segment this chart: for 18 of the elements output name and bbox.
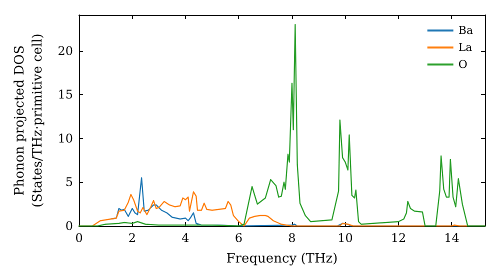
y-axis-title: Phonon projected DOS (States/THz·primitive cell): [12, 33, 46, 208]
x-tick-label: 8: [288, 231, 296, 245]
x-tick-label: 12: [390, 231, 406, 245]
y-tick-label: 10: [58, 131, 73, 146]
x-tick-label: 0: [75, 231, 83, 245]
x-tick-label: 4: [182, 231, 190, 245]
y-tick-label: 15: [58, 88, 73, 102]
y-tick-label: 20: [58, 44, 73, 58]
x-tick-label: 6: [234, 231, 243, 245]
legend-label: Ba: [458, 24, 474, 37]
x-tick-label: 14: [444, 231, 460, 245]
y-tick-label: 0: [65, 219, 73, 233]
x-axis-title: Frequency (THz): [226, 252, 338, 266]
legend-label: O: [458, 58, 468, 71]
y-tick-label: 5: [65, 175, 73, 190]
legend-label: La: [458, 41, 473, 54]
x-tick-label: 2: [128, 231, 136, 245]
x-tick-label: 10: [338, 231, 353, 245]
